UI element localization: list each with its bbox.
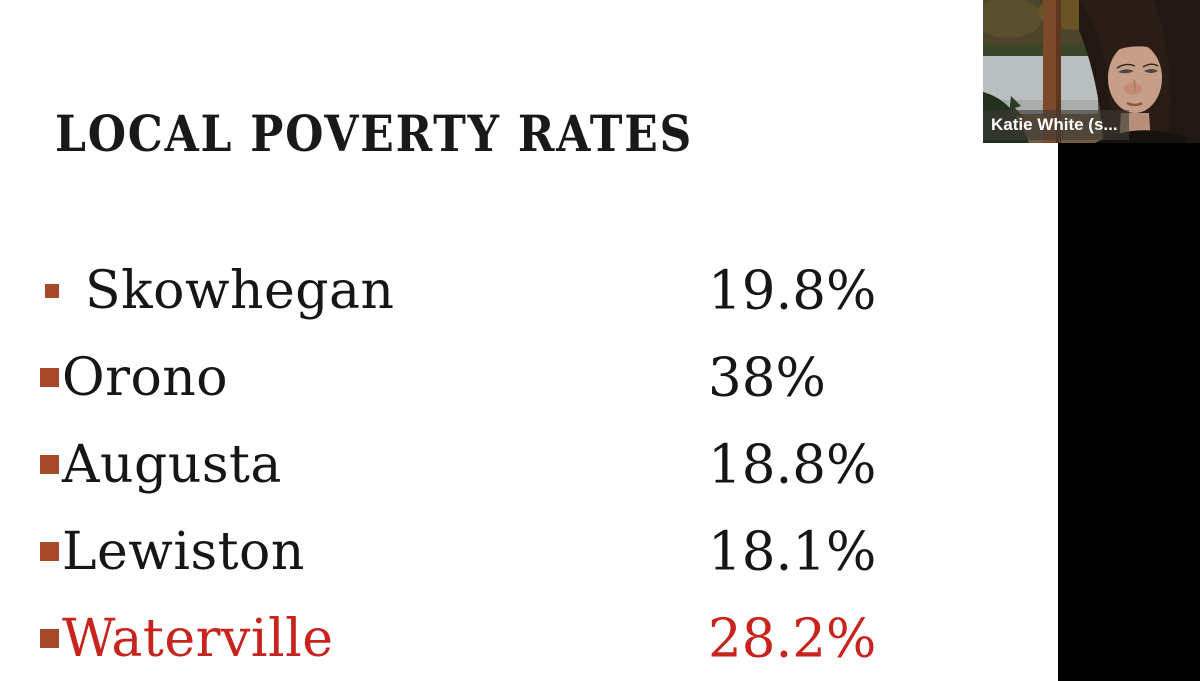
city-label: Lewiston	[62, 521, 305, 582]
list-item-waterville: Waterville 28.2%	[40, 595, 980, 681]
bullet-icon	[40, 455, 59, 474]
city-label: Waterville	[62, 608, 334, 669]
participant-name-label: Katie White (s...	[983, 110, 1129, 140]
participant-name: Katie White (s...	[991, 115, 1118, 134]
city-label: Skowhegan	[85, 260, 395, 321]
city-label: Augusta	[62, 434, 282, 495]
list-item-orono: Orono 38%	[40, 334, 980, 421]
city-label: Orono	[62, 347, 229, 408]
rate-value: 38%	[708, 347, 826, 408]
slide-title: LOCAL POVERTY RATES	[55, 104, 694, 163]
rate-value: 19.8%	[708, 260, 877, 321]
list-item-skowhegan: Skowhegan 19.8%	[40, 247, 980, 334]
list-item-augusta: Augusta 18.8%	[40, 421, 980, 508]
bullet-icon	[45, 283, 59, 298]
bullet-icon	[40, 368, 59, 387]
list-item-lewiston: Lewiston 18.1%	[40, 508, 980, 595]
participant-video-tile[interactable]: Katie White (s...	[983, 0, 1200, 143]
poverty-rate-list: Skowhegan 19.8% Orono 38% Augusta 18.8% …	[40, 247, 980, 681]
rate-value: 28.2%	[708, 608, 877, 669]
bullet-icon	[40, 629, 59, 648]
rate-value: 18.8%	[708, 434, 877, 495]
filmstrip-background	[1058, 143, 1200, 681]
bullet-icon	[40, 542, 59, 561]
rate-value: 18.1%	[708, 521, 877, 582]
